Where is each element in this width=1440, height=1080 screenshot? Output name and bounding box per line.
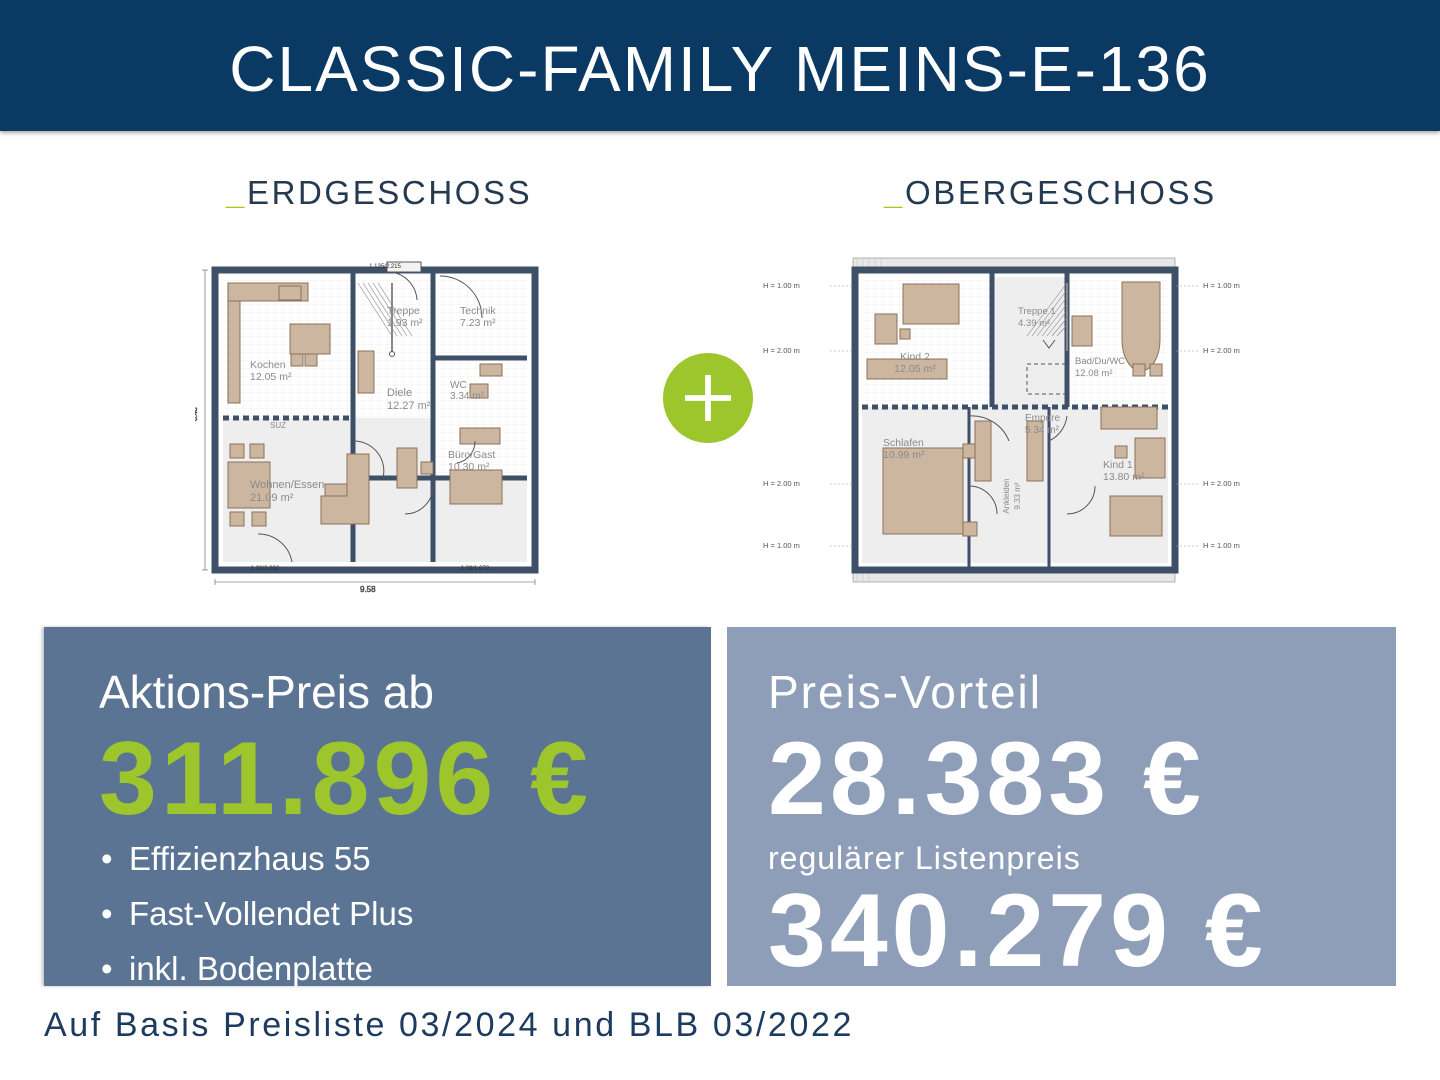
svg-text:H = 2.00 m: H = 2.00 m	[763, 479, 800, 488]
svg-text:Büro/Gast: Büro/Gast	[448, 449, 495, 461]
svg-text:H = 1.00 m: H = 1.00 m	[763, 281, 800, 290]
svg-text:Kind 2: Kind 2	[900, 351, 930, 363]
svg-text:12.27 m²: 12.27 m²	[387, 400, 431, 412]
svg-text:H = 2.00 m: H = 2.00 m	[1203, 479, 1240, 488]
svg-text:Bad/Du/WC: Bad/Du/WC	[1075, 356, 1125, 367]
svg-text:13.80 m²: 13.80 m²	[1103, 471, 1145, 483]
svg-text:1.38/1.072: 1.38/1.072	[461, 566, 490, 572]
svg-text:Technik: Technik	[460, 305, 496, 317]
svg-text:H = 2.00 m: H = 2.00 m	[1203, 346, 1240, 355]
svg-text:5.34 m²: 5.34 m²	[1025, 425, 1060, 436]
svg-text:WC: WC	[450, 380, 467, 391]
svg-text:12.08 m²: 12.08 m²	[1075, 368, 1113, 379]
svg-text:21.09 m²: 21.09 m²	[250, 492, 294, 504]
svg-text:Treppe: Treppe	[387, 305, 420, 317]
svg-text:Kind 1: Kind 1	[1103, 459, 1133, 471]
svg-text:Diele: Diele	[387, 387, 412, 399]
svg-text:9.33 m²: 9.33 m²	[1013, 482, 1022, 509]
svg-text:1.93 m²: 1.93 m²	[387, 317, 423, 329]
svg-text:H = 2.00 m: H = 2.00 m	[763, 346, 800, 355]
svg-text:7.23 m²: 7.23 m²	[460, 317, 496, 329]
svg-text:Empore: Empore	[1025, 413, 1060, 424]
svg-text:1.38/2.092: 1.38/2.092	[251, 566, 280, 572]
svg-text:Treppe 1: Treppe 1	[1018, 306, 1056, 317]
svg-text:10.99 m²: 10.99 m²	[883, 449, 925, 461]
svg-text:H = 1.00 m: H = 1.00 m	[1203, 541, 1240, 550]
svg-text:4.39 m²: 4.39 m²	[1018, 318, 1050, 329]
svg-text:3.34 m²: 3.34 m²	[450, 391, 485, 402]
svg-text:12.05 m²: 12.05 m²	[250, 371, 292, 383]
svg-text:Kochen: Kochen	[250, 359, 286, 371]
svg-text:10.30 m²: 10.30 m²	[448, 461, 490, 473]
svg-text:H = 1.00 m: H = 1.00 m	[1203, 281, 1240, 290]
svg-text:Wohnen/Essen: Wohnen/Essen	[250, 479, 324, 491]
svg-text:Ankleiden: Ankleiden	[1002, 478, 1011, 513]
svg-text:12.05 m²: 12.05 m²	[894, 363, 936, 375]
svg-text:H = 1.00 m: H = 1.00 m	[763, 541, 800, 550]
svg-text:SUZ: SUZ	[270, 421, 286, 430]
svg-text:Schlafen: Schlafen	[883, 437, 924, 449]
svg-text:8.48: 8.48	[195, 407, 199, 421]
svg-text:9.58: 9.58	[360, 585, 376, 594]
svg-text:1.135/2.215: 1.135/2.215	[369, 264, 401, 270]
